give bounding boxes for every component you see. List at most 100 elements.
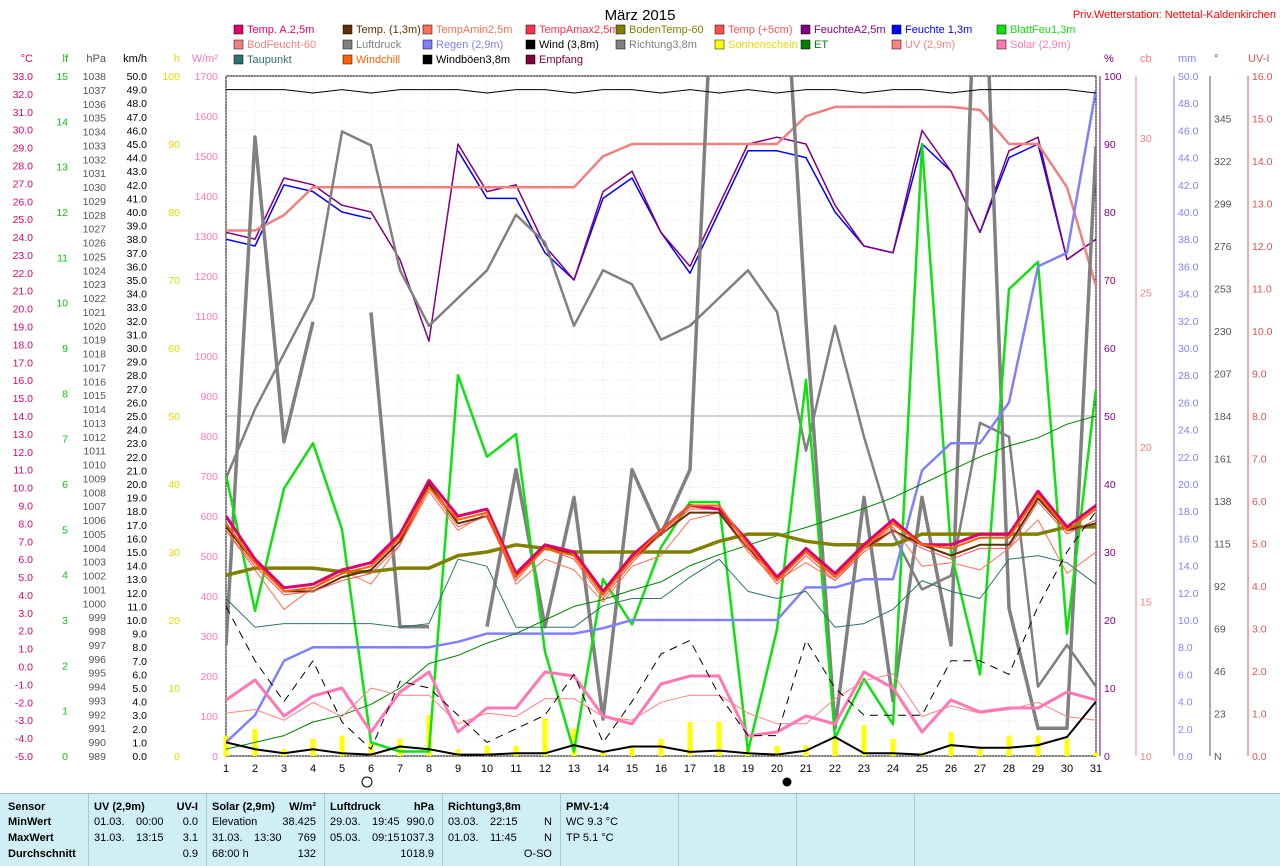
pressure-unit: hPa [413,801,434,813]
axis-tick-label: 15.0 [13,393,34,405]
legend-label: Solar (2,9m) [1010,39,1071,51]
axis-tick-label: 1038 [83,71,107,83]
axis-tick-label: 8 [62,388,68,400]
axis-tick-label: 25.0 [13,214,34,226]
axis-tick-label: 20 [1104,615,1116,627]
x-tick-label: 8 [426,763,432,775]
line-windchill [226,486,1096,596]
axis-tick-label: 1017 [83,362,107,374]
bar-sonnenschein [948,732,954,756]
uv-max-date: 31.03. [94,832,125,844]
legend-label: BodenTemp-60 [629,24,704,36]
avg-label: Durchschnitt [8,848,76,860]
axis-tick-label: 50.0 [127,71,148,83]
axis-tick-label: 14 [56,116,68,128]
axis-tick-label: 253 [1214,284,1232,296]
axis-tick-label: 16.0 [1178,533,1199,545]
axis-tick-label: 50.0 [1178,71,1199,83]
solar-max-date: 31.03. [212,832,243,844]
axis-tick-label: 0.0 [1178,751,1193,763]
empty-column-1 [678,794,797,866]
axis-tick-label: 30 [1104,547,1116,559]
axis-tick-label: 23.0 [13,250,34,262]
axis-tick-label: 18.0 [127,506,148,518]
legend-label: Temp (+5cm) [728,24,793,36]
axis-tick-label: 17.0 [13,357,34,369]
axis-tick-label: 48.0 [1178,98,1199,110]
x-tick-label: 4 [310,763,316,775]
series-feuchtea2-5m [226,129,1096,342]
axis-tick-label: 10.0 [127,615,148,627]
axis-tick-label: 34.0 [127,289,148,301]
axis-tick-label: 16.0 [127,533,148,545]
bar-sonnenschein [455,749,461,756]
axis-tick-label: 46.0 [127,125,148,137]
line-regen-2-9m- [226,89,1096,744]
axis-tick-label: 0 [212,751,218,763]
chart-title: März 2015 [605,7,676,24]
axis-tick-label: 6.0 [1252,496,1267,508]
axis-tick-label: -1.0 [15,679,33,691]
axis-tick-label: 1026 [83,238,107,250]
line-empfang [226,89,1096,94]
axis-tick-label: 31.0 [127,329,148,341]
axis-tick-label: 1036 [83,99,107,111]
axis-tick-label: 29.0 [13,143,34,155]
axis-tick-label: 11.0 [127,601,147,613]
bar-sonnenschein [1064,739,1070,756]
axis-tick-label: 1018 [83,349,107,361]
legend-swatch [422,54,433,65]
legend-label: Windböen3,8m [436,54,510,66]
axis-tick-label: 60 [1104,343,1116,355]
legend-label: Richtung3,8m [629,39,697,51]
series-luftdruck [226,130,1096,688]
axis-tick-label: 1100 [195,311,218,323]
axis-tick-label: 115 [1214,539,1231,551]
axis-tick-label: 4.0 [132,697,147,709]
axis-tick-label: 1022 [83,293,107,305]
legend-label: Regen (2,9m) [436,39,503,51]
legend-swatch [891,39,902,50]
axis-tick-label: 1000 [83,598,107,610]
uv-max-time: 13:15 [136,832,164,844]
axis-tick-label: 48.0 [127,98,148,110]
legend-swatch [714,39,725,50]
axis-tick-label: 100 [200,711,218,723]
axis-tick-label: 90 [168,139,180,151]
axis-tick-label: 4.0 [18,590,33,602]
legend-label: FeuchteA2,5m [814,24,886,36]
pressure-avg-value: 1018.9 [400,848,434,860]
direction-max-time: 11:45 [490,832,517,844]
axis-right-0: % 0 10 20 30 40 50 60 70 80 90 100 [1099,53,1122,763]
solar-max-value: 769 [297,832,316,844]
solar-column: Solar (2,9m) W/m² Elevation 38.425 31.03… [206,794,325,866]
pressure-max-time: 09:15 [372,832,400,844]
legend-swatch [800,39,811,50]
bar-sonnenschein [861,725,867,756]
series-windb-en3-8m [226,510,1096,750]
axis-tick-label: 1300 [195,231,219,243]
axis-tick-label: 22.0 [1178,452,1199,464]
axis-tick-label: 200 [200,671,218,683]
solar-unit: W/m² [289,801,316,813]
pressure-column: Luftdruck hPa 29.03. 19:45 990.0 05.03. … [324,794,443,866]
axis-tick-label: 1024 [83,265,107,277]
axis-tick-label: 50 [1104,411,1116,423]
series-empfang [226,89,1096,94]
axis-tick-label: 997 [88,640,106,652]
axis-tick-label: 184 [1214,411,1232,423]
axis-right-1: cb 15 20 25 30 10 [1135,53,1152,763]
bar-sonnenschein [716,722,722,756]
axis-tick-label: 1012 [83,432,107,444]
axis-tick-label: 13.0 [13,429,34,441]
uv-column: UV (2,9m) UV-I 01.03. 00:00 0.0 31.03. 1… [88,794,207,866]
sensor-column: Sensor MinWert MaxWert Durchschnitt [0,794,89,866]
x-tick-label: 3 [281,763,287,775]
axis-tick-label: 230 [1214,326,1232,338]
axis-tick-label: 37.0 [127,248,148,260]
axis-unit-label: °C [21,53,33,65]
x-tick-label: 5 [339,763,345,775]
bar-sonnenschein [1093,752,1099,756]
axis-tick-label: 12.0 [127,588,148,600]
